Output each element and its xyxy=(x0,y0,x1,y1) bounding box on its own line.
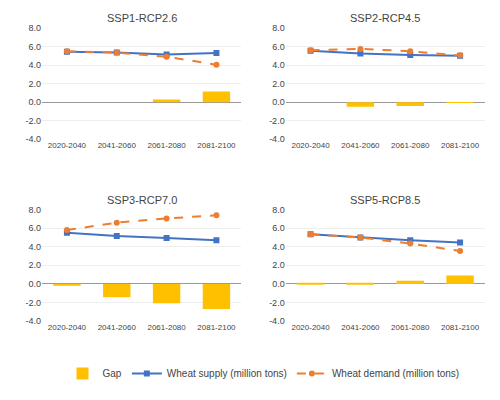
svg-text:4.0: 4.0 xyxy=(272,242,285,252)
svg-text:Wheat supply (million tons): Wheat supply (million tons) xyxy=(167,368,287,379)
svg-text:8.0: 8.0 xyxy=(28,23,41,33)
svg-text:2020-2040: 2020-2040 xyxy=(48,141,87,150)
svg-text:2.0: 2.0 xyxy=(28,79,41,89)
svg-text:SSP2-RCP4.5: SSP2-RCP4.5 xyxy=(350,12,420,24)
svg-text:-2.0: -2.0 xyxy=(25,116,41,126)
svg-text:2081-2100: 2081-2100 xyxy=(197,141,236,150)
svg-text:2020-2040: 2020-2040 xyxy=(291,323,330,332)
svg-text:2.0: 2.0 xyxy=(272,79,285,89)
svg-text:Gap: Gap xyxy=(103,368,122,379)
svg-text:4.0: 4.0 xyxy=(28,242,41,252)
svg-text:-4.0: -4.0 xyxy=(25,316,41,326)
svg-text:-2.0: -2.0 xyxy=(25,298,41,308)
svg-text:2020-2040: 2020-2040 xyxy=(48,323,87,332)
svg-text:2041-2060: 2041-2060 xyxy=(341,323,380,332)
svg-text:2081-2100: 2081-2100 xyxy=(441,323,480,332)
svg-text:0.0: 0.0 xyxy=(272,279,285,289)
svg-text:4.0: 4.0 xyxy=(28,60,41,70)
svg-text:2061-2080: 2061-2080 xyxy=(391,141,430,150)
svg-text:SSP3-RCP7.0: SSP3-RCP7.0 xyxy=(107,194,177,206)
svg-text:SSP1-RCP2.6: SSP1-RCP2.6 xyxy=(107,12,177,24)
svg-text:2041-2060: 2041-2060 xyxy=(98,323,137,332)
svg-text:0.0: 0.0 xyxy=(28,279,41,289)
svg-text:0.0: 0.0 xyxy=(272,97,285,107)
svg-text:2.0: 2.0 xyxy=(28,260,41,270)
svg-text:SSP5-RCP8.5: SSP5-RCP8.5 xyxy=(350,194,420,206)
svg-text:2.0: 2.0 xyxy=(272,260,285,270)
svg-text:Wheat demand (million tons): Wheat demand (million tons) xyxy=(332,368,459,379)
svg-text:2081-2100: 2081-2100 xyxy=(197,323,236,332)
svg-text:2061-2080: 2061-2080 xyxy=(391,323,430,332)
svg-text:-2.0: -2.0 xyxy=(269,116,285,126)
svg-text:2081-2100: 2081-2100 xyxy=(441,141,480,150)
svg-text:4.0: 4.0 xyxy=(272,60,285,70)
svg-text:-4.0: -4.0 xyxy=(25,134,41,144)
svg-text:6.0: 6.0 xyxy=(28,42,41,52)
svg-text:2041-2060: 2041-2060 xyxy=(341,141,380,150)
svg-text:2061-2080: 2061-2080 xyxy=(147,323,186,332)
svg-text:8.0: 8.0 xyxy=(28,205,41,215)
svg-text:-4.0: -4.0 xyxy=(269,134,285,144)
svg-text:0.0: 0.0 xyxy=(28,97,41,107)
svg-text:6.0: 6.0 xyxy=(272,223,285,233)
svg-text:8.0: 8.0 xyxy=(272,23,285,33)
svg-text:-2.0: -2.0 xyxy=(269,298,285,308)
svg-text:6.0: 6.0 xyxy=(28,223,41,233)
svg-text:8.0: 8.0 xyxy=(272,205,285,215)
svg-text:2061-2080: 2061-2080 xyxy=(147,141,186,150)
svg-text:6.0: 6.0 xyxy=(272,42,285,52)
svg-text:2041-2060: 2041-2060 xyxy=(98,141,137,150)
svg-text:-4.0: -4.0 xyxy=(269,316,285,326)
svg-text:2020-2040: 2020-2040 xyxy=(291,141,330,150)
